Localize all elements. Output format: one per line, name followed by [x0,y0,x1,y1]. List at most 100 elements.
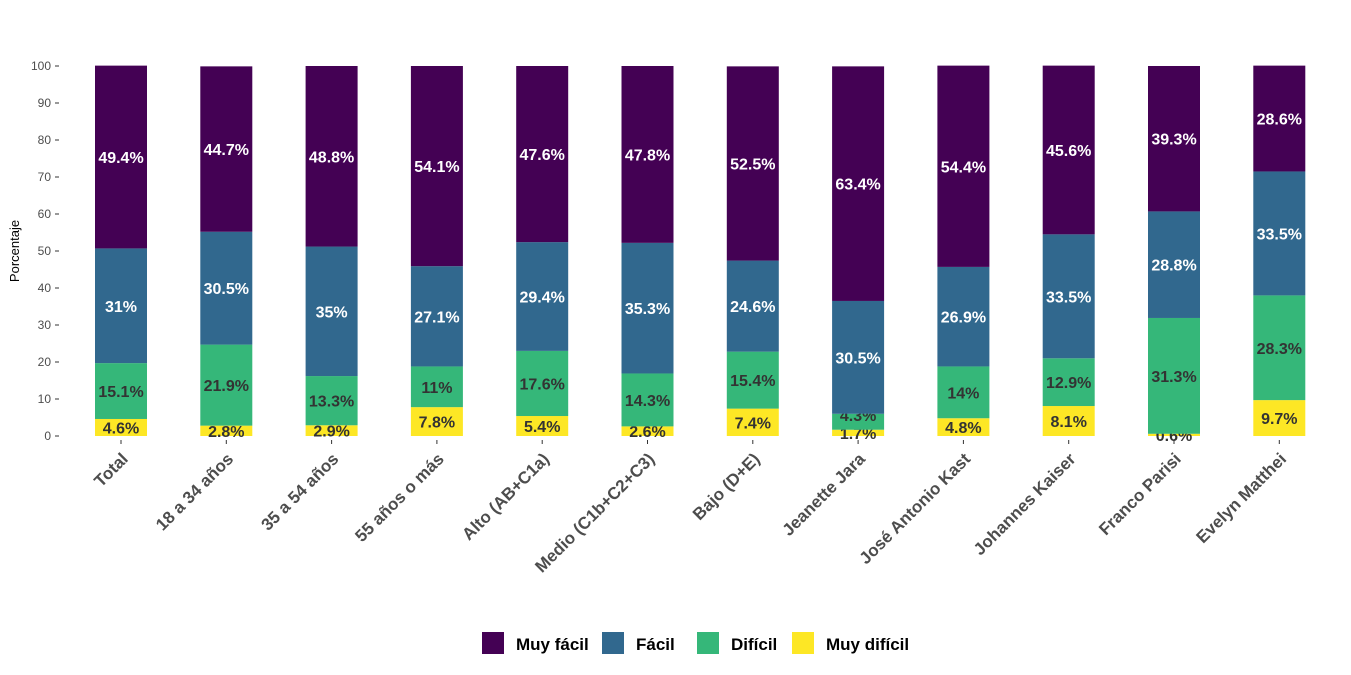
y-tick-label: 10 [38,392,52,406]
y-tick-label: 80 [38,133,52,147]
bar-segment [832,66,885,301]
bar-segment [305,246,358,377]
bar-segment [937,65,990,267]
data-label: 4.6% [103,420,139,437]
bar-segment [516,416,569,436]
bar-segment [410,407,463,436]
legend-swatch [602,632,624,654]
bar-segment [621,242,674,374]
bar-segment [200,344,253,426]
bar-segment [726,66,779,261]
data-label: 28.3% [1257,341,1302,358]
data-label: 14.3% [625,393,670,410]
x-tick-label: Alto (AB+C1a) [458,449,553,544]
data-label: 1.7% [840,426,876,443]
data-label: 47.6% [520,147,565,164]
legend-label: Fácil [636,635,675,654]
data-label: 7.4% [735,415,771,432]
data-label: 24.6% [730,299,775,316]
bar-segment [305,425,358,436]
data-label: 39.3% [1151,132,1196,149]
bar-segment [832,300,885,414]
bar-segment [516,350,569,417]
legend: Muy fácil Fácil Difícil Muy difícil [482,632,909,654]
x-tick-label: 35 a 54 años [257,449,342,534]
bar-segment [1253,65,1306,172]
data-label: 26.9% [941,310,986,327]
data-label: 2.9% [313,424,349,441]
legend-swatch [482,632,504,654]
y-tick-label: 30 [38,318,52,332]
bar-segment [200,66,253,232]
data-label: 49.4% [98,150,143,167]
x-tick-label: Medio (C1b+C2+C3) [531,449,658,576]
bar-segment [726,260,779,352]
x-tick-label: Total [91,449,132,490]
data-label: 9.7% [1261,411,1297,428]
y-axis-label: Porcentaje [7,220,22,282]
bar-segment [1042,65,1095,235]
bar-segment [1148,317,1200,434]
data-label: 45.6% [1046,143,1091,160]
data-label: 28.6% [1257,112,1302,129]
data-label: 30.5% [835,350,880,367]
bar-segment [410,266,463,367]
bar-segment [621,66,674,243]
data-label: 13.3% [309,394,354,411]
bar-segment [621,373,674,427]
bar-segment [1148,433,1200,436]
bar-segment [200,231,253,345]
legend-swatch [792,632,814,654]
data-label: 30.5% [204,281,249,298]
data-label: 27.1% [414,309,459,326]
data-label: 28.8% [1151,258,1196,275]
bar-segment [832,429,885,436]
data-label: 48.8% [309,149,354,166]
data-label: 35% [316,304,348,321]
data-label: 15.4% [730,373,775,390]
data-label: 52.5% [730,156,775,173]
x-tick-label: Bajo (D+E) [689,449,764,524]
data-label: 63.4% [835,177,880,194]
y-tick-label: 50 [38,244,52,258]
data-label: 29.4% [520,290,565,307]
data-label: 2.8% [208,424,244,441]
bar-segment [1042,234,1095,359]
data-label: 8.1% [1050,414,1086,431]
data-label: 14% [947,385,979,402]
x-tick-label: Evelyn Matthei [1193,449,1291,547]
data-label: 15.1% [98,384,143,401]
data-label: 12.9% [1046,375,1091,392]
data-label: 17.6% [520,376,565,393]
data-label: 31.3% [1151,369,1196,386]
data-label: 4.8% [945,420,981,437]
data-label: 33.5% [1257,226,1302,243]
bar-segment [621,426,674,436]
bar-segment [95,248,147,364]
data-label: 35.3% [625,301,670,318]
bar-segment [1042,406,1095,436]
y-tick-label: 60 [38,207,52,221]
x-tick-label: José Antonio Kast [856,449,975,568]
y-tick-label: 20 [38,355,52,369]
x-tick-label: Franco Parisi [1095,449,1185,539]
data-label: 21.9% [204,378,249,395]
bar-segment [516,242,569,351]
bar-segment [937,366,990,419]
bar-segment [410,366,463,408]
bar-segment [95,363,147,419]
bar-segment [305,66,358,247]
y-tick-label: 40 [38,281,52,295]
bar-segment [200,425,253,436]
bar-segment [410,66,463,267]
x-tick-label: Johannes Kaiser [970,449,1080,559]
bar-segment [516,66,569,243]
bar-segment [1253,171,1306,296]
bar-segment [1148,211,1200,318]
data-label: 7.8% [419,415,455,432]
y-tick-label: 0 [44,429,51,443]
data-label: 44.7% [204,142,249,159]
data-label: 33.5% [1046,289,1091,306]
legend-label: Muy fácil [516,635,589,654]
